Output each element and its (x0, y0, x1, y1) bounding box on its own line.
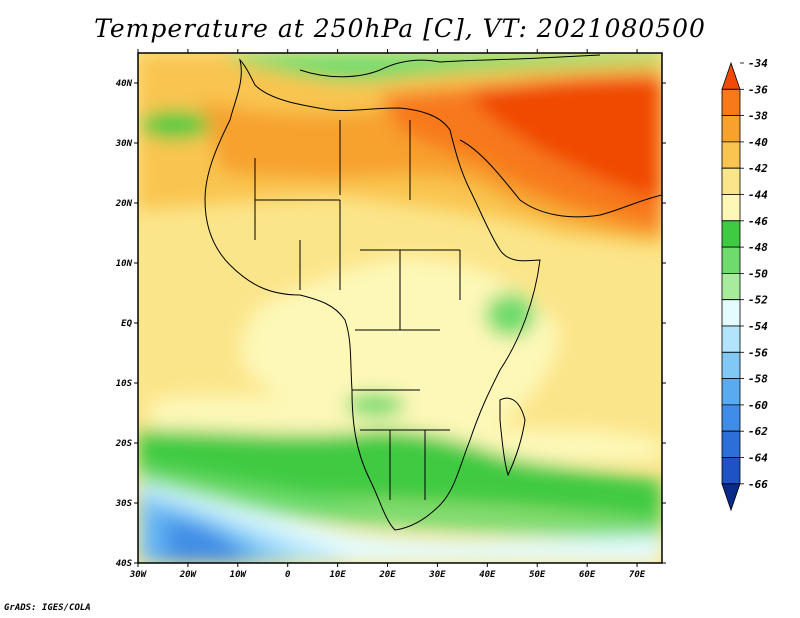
colorbar-label: -46 (748, 215, 768, 228)
lon-label: 60E (579, 570, 596, 580)
colorbar-swatch (721, 457, 741, 485)
grads-credit: GrADS: IGES/COLA (4, 603, 91, 613)
colorbar-swatch (721, 167, 741, 195)
lon-label: 20E (378, 570, 396, 580)
colorbar-label: -44 (748, 189, 768, 202)
lon-label: 70E (629, 570, 646, 580)
colorbar-label: -42 (748, 162, 768, 175)
lon-label: 40E (479, 570, 496, 580)
map-title: Temperature at 250hPa [C], VT: 202108050… (94, 14, 706, 43)
colorbar-swatch (721, 141, 741, 169)
colorbar-label: -58 (748, 373, 768, 386)
lat-label: 40N (116, 79, 133, 89)
lat-label: 20S (115, 439, 133, 449)
lon-label: 20W (179, 570, 198, 580)
colorbar-label: -52 (748, 294, 768, 307)
colorbar-swatch (721, 404, 741, 432)
colorbar-swatch (721, 378, 741, 406)
longitude-axis: 30W 20W 10W 0 10E 20E 30E 40E 50E 60E 70E (129, 49, 646, 580)
colorbar-swatch (721, 299, 741, 327)
colorbar-label: -34 (748, 57, 768, 70)
colorbar-label: -64 (748, 452, 768, 465)
colorbar-swatch (721, 61, 741, 90)
lon-label: 10E (329, 570, 346, 580)
colorbar-swatch (721, 430, 741, 458)
lat-label: 10N (116, 259, 133, 269)
colorbar-swatch (721, 483, 741, 512)
colorbar-label: -56 (748, 346, 768, 359)
colorbar-swatch (721, 115, 741, 143)
coastlines-and-borders (204, 54, 662, 531)
colorbar-label: -50 (748, 267, 768, 280)
lon-label: 10W (230, 570, 248, 580)
colorbar-swatch (721, 88, 741, 116)
colorbar-swatch (721, 325, 741, 353)
colorbar-swatch (721, 273, 741, 301)
colorbar-label: -66 (748, 478, 768, 491)
lat-label: 10S (116, 379, 133, 389)
lat-label: EQ (121, 319, 132, 329)
latitude-axis: 40N 30N 20N 10N EQ 10S 20S 30S 40S (115, 79, 666, 569)
colorbar-label: -36 (748, 83, 768, 96)
lat-label: 30N (115, 139, 133, 149)
colorbar-label: -48 (748, 241, 768, 254)
map-frame (137, 52, 663, 564)
colorbar: -34 -36 -38 -40 -42 -44 -46 -48 -50 -52 -54 -56 -58 -… (721, 57, 768, 512)
lon-label: 0 (285, 570, 291, 580)
colorbar-swatch (721, 351, 741, 379)
colorbar-swatch (721, 220, 741, 248)
colorbar-label: -60 (748, 399, 768, 412)
colorbar-swatch (721, 246, 741, 274)
colorbar-label: -62 (748, 425, 768, 438)
lon-label: 50E (529, 570, 546, 580)
lat-label: 40S (116, 559, 133, 569)
colorbar-label: -38 (748, 110, 768, 123)
lon-label: 30E (428, 570, 446, 580)
colorbar-label: -40 (748, 136, 768, 149)
colorbar-label: -54 (748, 320, 768, 333)
lat-label: 20N (115, 199, 133, 209)
lat-label: 30S (115, 499, 133, 509)
lon-label: 30W (129, 570, 148, 580)
colorbar-swatch (721, 194, 741, 222)
